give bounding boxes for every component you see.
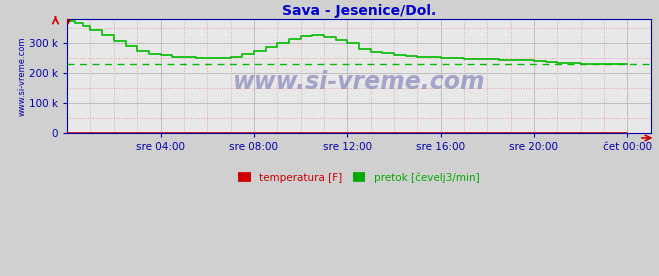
- Text: www.si-vreme.com: www.si-vreme.com: [233, 70, 485, 94]
- Legend: temperatura [F], pretok [čevelj3/min]: temperatura [F], pretok [čevelj3/min]: [234, 169, 484, 187]
- Y-axis label: www.si-vreme.com: www.si-vreme.com: [17, 37, 26, 116]
- Title: Sava - Jesenice/Dol.: Sava - Jesenice/Dol.: [282, 4, 436, 18]
